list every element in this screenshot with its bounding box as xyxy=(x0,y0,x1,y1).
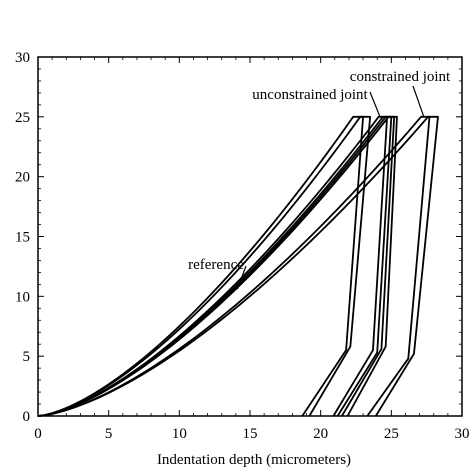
annotation-leader-3 xyxy=(236,265,247,290)
annotations: constrained joint unconstrained joint refe… xyxy=(188,69,451,290)
x-tick-label: 5 xyxy=(105,426,113,442)
x-tick-label: 15 xyxy=(243,426,258,442)
x-tick-label: 25 xyxy=(384,426,399,442)
x-tick-label: 20 xyxy=(313,426,328,442)
ticks: 0 5 10 15 20 25 30 0 5 10 15 20 25 30 xyxy=(15,50,470,442)
y-tick-label: 10 xyxy=(15,289,30,305)
annotation-label-1: constrained joint xyxy=(350,69,451,85)
plot-frame xyxy=(37,56,463,417)
y-tick-label: 25 xyxy=(15,110,30,126)
series-line-6 xyxy=(37,115,398,417)
curves xyxy=(37,115,439,417)
x-tick-label: 30 xyxy=(455,426,470,442)
annotation-label-3: reference xyxy=(188,257,244,273)
series-line-2 xyxy=(37,115,372,417)
x-tick-label: 0 xyxy=(34,426,42,442)
y-tick-label: 5 xyxy=(23,349,31,365)
x-tick-label: 10 xyxy=(172,426,187,442)
y-tick-label: 30 xyxy=(15,50,30,66)
annotation-leader-2 xyxy=(369,91,381,118)
y-tick-label: 15 xyxy=(15,230,30,246)
x-axis-title: Indentation depth (micrometers) xyxy=(157,452,351,468)
annotation-label-2: unconstrained joint xyxy=(252,87,368,103)
series-line-8 xyxy=(37,115,439,417)
annotation-leader-1 xyxy=(412,85,425,118)
y-tick-label: 0 xyxy=(23,409,31,425)
y-tick-label: 20 xyxy=(15,170,30,186)
